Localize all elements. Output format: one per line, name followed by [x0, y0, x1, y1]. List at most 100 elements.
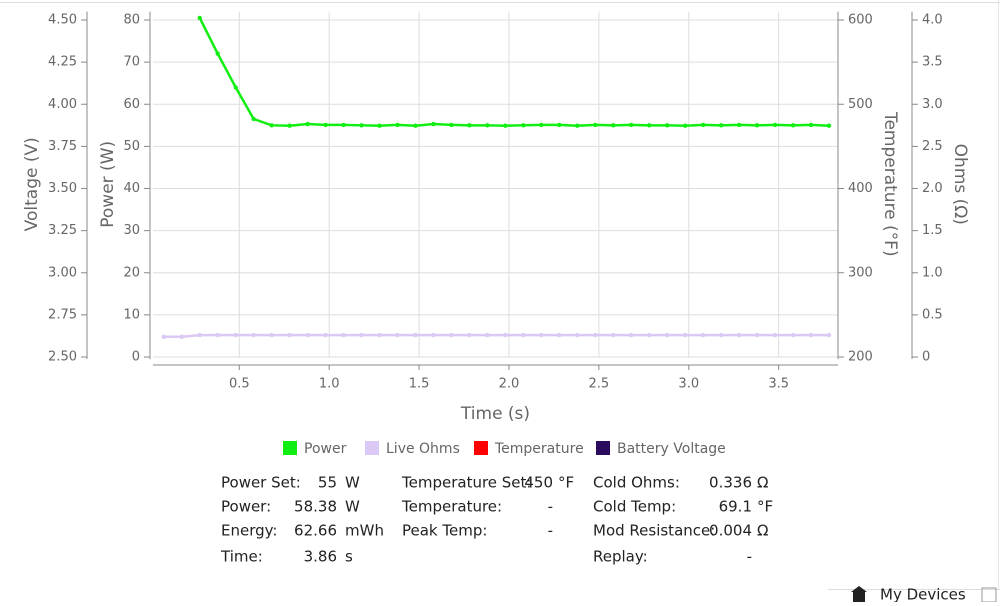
stat-value: 0.336: [709, 474, 752, 492]
y-tick-label: 20: [123, 265, 140, 280]
x-tick-label: 3.5: [768, 377, 789, 392]
stat-value: -: [747, 548, 752, 566]
data-point: [467, 332, 472, 338]
y-tick-label: 0: [922, 350, 930, 365]
y-tick-label: 4.00: [48, 97, 77, 112]
stat-value: 55: [318, 474, 337, 492]
data-point: [413, 123, 418, 128]
data-point: [305, 121, 310, 127]
devices-label[interactable]: My Devices: [880, 586, 966, 604]
data-point: [736, 122, 742, 128]
x-tick-label: 3.0: [678, 377, 699, 392]
legend-label: Power: [304, 441, 347, 457]
data-point: [161, 334, 166, 339]
axis-title: Voltage (V): [22, 137, 42, 231]
x-axis-title: Time (s): [460, 404, 530, 424]
legend-item[interactable]: Power: [283, 441, 347, 457]
y-tick-label: 80: [123, 13, 140, 28]
legend-item[interactable]: Live Ohms: [365, 441, 460, 457]
stat-value: 0.004: [709, 522, 752, 540]
data-point: [521, 332, 526, 338]
stat-label: Mod Resistance:: [593, 522, 715, 540]
y-tick-label: 4.50: [48, 13, 77, 28]
y-tick-label: 1.5: [922, 223, 943, 238]
x-tick-label: 2.5: [589, 377, 610, 392]
stat-unit: mWh: [345, 522, 384, 540]
y-tick-label: 3.0: [922, 97, 943, 112]
data-point: [359, 123, 364, 128]
series-line: [163, 333, 830, 339]
axis-title: Temperature (°F): [880, 111, 900, 257]
data-point: [682, 332, 688, 338]
series-line: [198, 17, 830, 127]
data-point: [323, 332, 328, 338]
data-point: [611, 332, 616, 338]
data-point: [377, 332, 382, 338]
data-point: [521, 123, 526, 128]
y-tick-label: 3.75: [48, 139, 77, 154]
data-point: [305, 332, 310, 338]
checkbox[interactable]: [981, 587, 997, 603]
data-point: [269, 332, 274, 338]
legend-item[interactable]: Battery Voltage: [596, 441, 726, 457]
data-point: [539, 332, 544, 338]
axis-title: Power (W): [98, 141, 118, 228]
stat-unit: W: [345, 474, 360, 492]
stat-value: 450: [524, 474, 553, 492]
data-point: [772, 332, 778, 338]
legend-label: Temperature: [494, 441, 584, 457]
data-point: [233, 85, 238, 90]
y-tick-label: 400: [848, 181, 873, 196]
stat-label: Energy:: [221, 522, 277, 540]
data-point: [449, 122, 454, 128]
stat-value: 69.1: [719, 498, 752, 516]
data-point: [233, 332, 238, 338]
y-tick-label: 3.00: [48, 265, 77, 280]
stat-label: Power Set:: [221, 474, 301, 492]
stat-label: Replay:: [593, 548, 648, 566]
y-tick-label: 2.75: [48, 307, 77, 322]
axis-title: Ohms (Ω): [950, 144, 970, 225]
y-tick-label: 4.0: [922, 13, 943, 28]
y-tick-label: 3.50: [48, 181, 77, 196]
stat-value: -: [548, 522, 553, 540]
data-point: [629, 332, 634, 338]
data-point: [323, 122, 328, 128]
stat-value: 62.66: [294, 522, 337, 540]
x-tick-label: 1.5: [409, 377, 430, 392]
data-point: [251, 116, 256, 122]
legend-swatch: [365, 441, 379, 455]
plot: 0 10 20 30 40 50 60 70 80 Power (W) 200 300 400 500 60…: [22, 11, 970, 457]
data-point: [593, 332, 598, 338]
data-point: [359, 332, 364, 338]
stat-label: Peak Temp:: [402, 522, 487, 540]
y-tick-label: 0: [132, 350, 140, 365]
data-point: [557, 332, 562, 338]
home-icon: [851, 586, 867, 602]
y-tick-label: 40: [123, 181, 140, 196]
stat-unit: Ω: [757, 522, 768, 540]
stat-label: Temperature:: [401, 498, 502, 516]
y-tick-label: 3.25: [48, 223, 77, 238]
y-tick-label: 2.50: [48, 350, 77, 365]
stat-value: 3.86: [304, 548, 337, 566]
data-point: [790, 123, 796, 128]
data-point: [341, 332, 346, 338]
data-point: [700, 122, 706, 128]
y-tick-label: 50: [123, 139, 140, 154]
my-devices[interactable]: My Devices: [851, 586, 966, 604]
x-tick-label: 2.0: [499, 377, 520, 392]
data-point: [269, 123, 274, 128]
legend-item[interactable]: Temperature: [474, 441, 584, 457]
y-tick-label: 1.0: [922, 265, 943, 280]
stat-unit: °F: [558, 474, 574, 492]
y-tick-label: 600: [848, 13, 873, 28]
legend-label: Live Ohms: [386, 441, 460, 457]
data-point: [197, 15, 202, 21]
y-tick-label: 3.5: [922, 55, 943, 70]
y-tick-label: 2.0: [922, 181, 943, 196]
stat-unit: s: [345, 548, 353, 566]
data-point: [575, 123, 580, 128]
data-point: [449, 332, 454, 338]
